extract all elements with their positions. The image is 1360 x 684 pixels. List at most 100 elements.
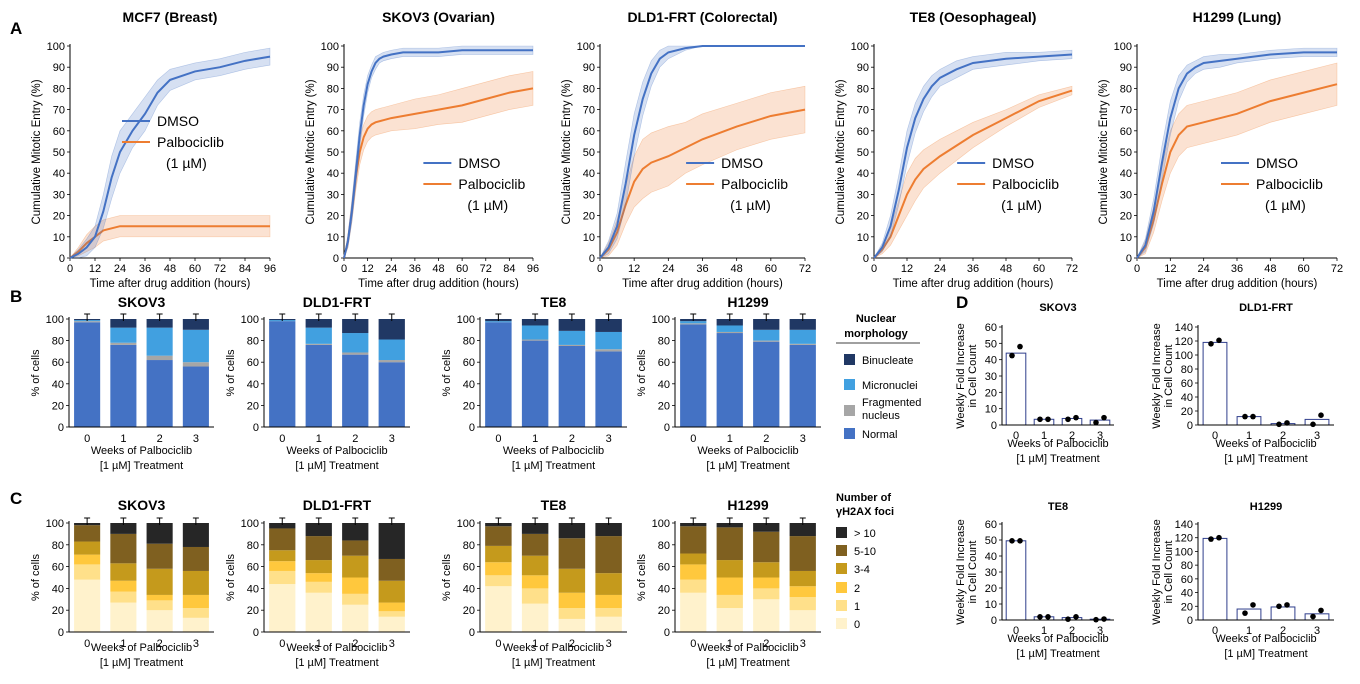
y-tick-label: 50 — [53, 147, 65, 159]
x-tick-label: 1 — [1041, 430, 1047, 442]
y-tick-label: 40 — [1181, 392, 1193, 404]
bar-segment — [110, 523, 137, 534]
bar-segment — [305, 560, 332, 574]
x-tick-label: 2 — [569, 433, 575, 445]
bar-segment — [753, 523, 780, 532]
bar-segment — [146, 523, 173, 544]
bar-segment — [485, 545, 512, 563]
chart-title: TE8 — [1048, 501, 1068, 513]
bar-segment — [342, 333, 369, 353]
bar-segment — [110, 342, 137, 345]
bar-segment — [305, 327, 332, 344]
dmso-line — [343, 49, 533, 259]
x-tick-label: 0 — [1212, 430, 1218, 442]
bar-segment — [789, 536, 816, 571]
bar-segment — [521, 340, 549, 427]
bar-segment — [182, 329, 209, 363]
x-axis-label-line1: Weeks of Palbociclib — [1215, 633, 1316, 645]
y-axis-label: % of cells — [441, 553, 453, 601]
bar-segment — [485, 586, 512, 632]
y-tick-label: 0 — [253, 422, 259, 434]
y-tick-label: 20 — [583, 211, 595, 223]
legend-label-dose: (1 µM) — [467, 197, 508, 213]
legend-label-3-4: 3-4 — [854, 564, 870, 576]
y-tick-label: 40 — [985, 355, 997, 367]
x-tick-label: 0 — [597, 263, 603, 275]
legend-swatch-0 — [836, 618, 847, 629]
bar-segment — [789, 329, 816, 344]
x-tick-label: 72 — [1331, 263, 1343, 275]
x-axis-label-line1: Weeks of Palbociclib — [503, 445, 604, 457]
bar-segment — [146, 568, 173, 595]
y-axis-label-line1: Weekly Fold Increase — [955, 323, 967, 429]
y-tick-label: 60 — [1181, 378, 1193, 390]
bar-segment — [595, 319, 622, 332]
bar-segment — [521, 339, 549, 341]
data-point — [1284, 420, 1290, 426]
bar-segment — [110, 319, 137, 328]
y-tick-label: 60 — [463, 562, 475, 574]
legend-label-palbociclib: Palbociclib — [1256, 176, 1323, 192]
bar-segment — [269, 584, 296, 632]
bar-segment — [789, 319, 816, 330]
bar-segment — [753, 340, 780, 342]
bar-segment — [753, 588, 780, 600]
x-tick-label: 1 — [1246, 625, 1252, 637]
bar-segment — [753, 562, 780, 578]
panel-label-d: D — [956, 293, 968, 312]
bar — [1005, 352, 1027, 426]
legend-label-dmso: DMSO — [721, 155, 763, 171]
data-point — [1242, 610, 1248, 616]
data-point — [1216, 534, 1222, 541]
bar-segment — [182, 546, 209, 571]
data-point — [1017, 343, 1023, 350]
bar-segment — [595, 523, 622, 537]
y-tick-label: 20 — [53, 211, 65, 223]
bar-segment — [595, 351, 622, 427]
y-tick-label: 40 — [52, 379, 64, 391]
y-tick-label: 10 — [1120, 232, 1132, 244]
bar-segment — [716, 325, 743, 332]
palbociclib-line — [1136, 83, 1338, 259]
data-point — [1037, 416, 1043, 423]
legend-label-palbociclib: Palbociclib — [157, 134, 224, 150]
y-tick-label: 80 — [658, 540, 670, 552]
bar-segment — [182, 594, 209, 609]
data-point — [1276, 603, 1282, 610]
x-axis-label-line1: Weeks of Palbociclib — [91, 642, 192, 654]
x-axis-label: Time after drug addition (hours) — [893, 278, 1054, 290]
x-tick-label: 12 — [1164, 263, 1176, 275]
legend-label-dmso: DMSO — [1256, 155, 1298, 171]
legend-label-dmso: DMSO — [458, 155, 500, 171]
y-tick-label: 90 — [857, 62, 869, 74]
x-tick-label: 3 — [606, 433, 612, 445]
x-tick-label: 12 — [901, 263, 913, 275]
y-tick-label: 90 — [327, 62, 339, 74]
x-tick-label: 1 — [1041, 625, 1047, 637]
data-point — [1250, 602, 1256, 608]
x-tick-label: 48 — [1264, 263, 1276, 275]
x-tick-label: 0 — [690, 433, 696, 445]
bar-segment — [342, 354, 369, 427]
bar-segment — [485, 526, 512, 546]
bar-segment — [146, 355, 173, 361]
x-tick-label: 60 — [1033, 263, 1045, 275]
bar-segment — [305, 319, 332, 328]
y-tick-label: 80 — [1181, 560, 1193, 572]
bar-segment — [789, 343, 816, 345]
x-axis-label-line2: [1 µM] Treatment — [706, 460, 789, 472]
bar-segment — [305, 343, 332, 345]
x-tick-label: 84 — [239, 263, 251, 275]
y-tick-label: 0 — [664, 627, 670, 639]
legend-label-nucleus: nucleus — [862, 410, 900, 422]
y-axis-label: Cumulative Mitotic Entry (%) — [1098, 79, 1110, 224]
y-tick-label: 40 — [1120, 168, 1132, 180]
dmso-line — [69, 55, 271, 259]
bar-segment — [378, 558, 405, 581]
y-tick-label: 40 — [1181, 588, 1193, 600]
y-tick-label: 40 — [583, 168, 595, 180]
y-tick-label: 60 — [583, 126, 595, 138]
data-point — [1073, 414, 1079, 421]
